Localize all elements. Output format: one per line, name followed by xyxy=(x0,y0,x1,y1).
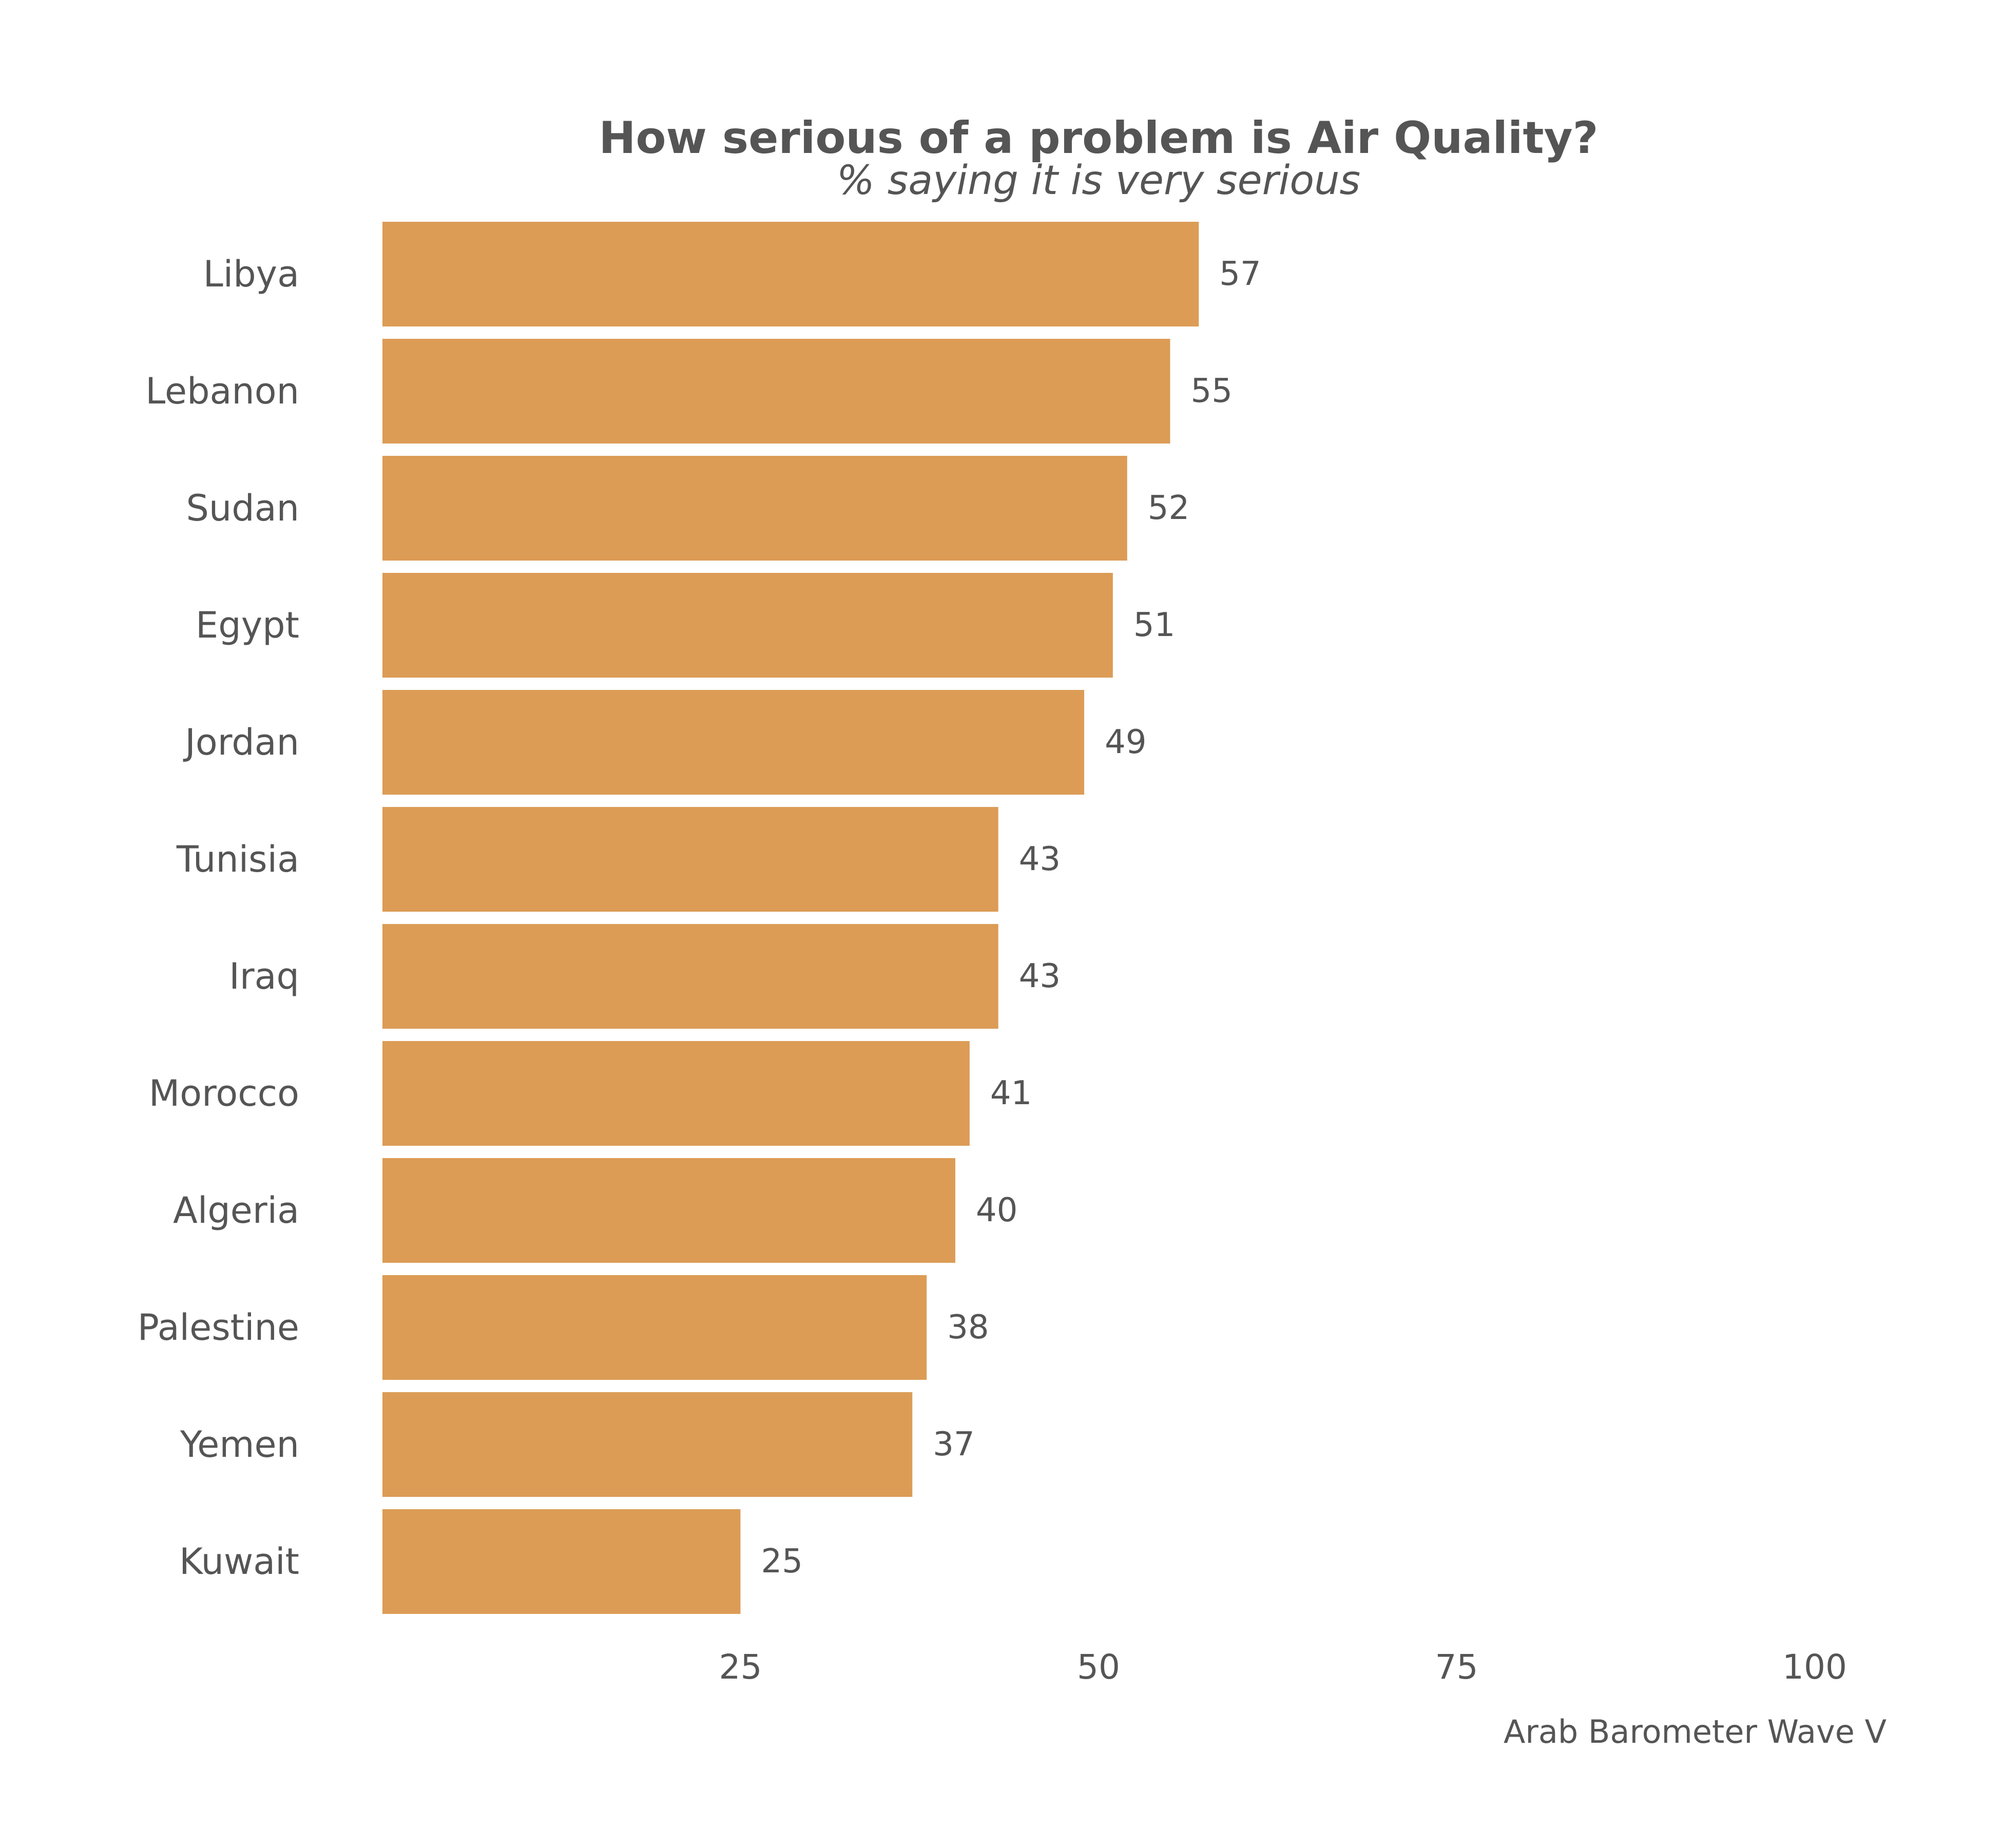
value-labels: 57 55 52 51 49 43 43 41 40 38 37 25 xyxy=(761,255,1261,1581)
value-label-algeria: 40 xyxy=(976,1191,1017,1229)
category-label-morocco: Morocco xyxy=(149,1072,299,1114)
value-label-sudan: 52 xyxy=(1148,489,1189,527)
value-label-yemen: 37 xyxy=(933,1426,974,1464)
category-label-tunisia: Tunisia xyxy=(176,838,299,880)
value-label-egypt: 51 xyxy=(1133,606,1175,644)
bar-tunisia xyxy=(382,807,998,912)
category-label-algeria: Algeria xyxy=(173,1189,299,1231)
bar-morocco xyxy=(382,1041,970,1146)
value-label-lebanon: 55 xyxy=(1191,372,1233,410)
category-label-egypt: Egypt xyxy=(196,604,299,646)
category-label-lebanon: Lebanon xyxy=(145,370,299,412)
value-label-iraq: 43 xyxy=(1019,957,1061,995)
bar-lebanon xyxy=(382,339,1170,444)
chart-subtitle: % saying it is very serious xyxy=(837,158,1360,204)
bar-libya xyxy=(382,222,1199,326)
category-label-kuwait: Kuwait xyxy=(179,1541,299,1583)
value-label-morocco: 41 xyxy=(990,1074,1032,1112)
bar-kuwait xyxy=(382,1509,741,1614)
bar-palestine xyxy=(382,1275,927,1380)
x-tick-label-50: 50 xyxy=(1077,1647,1120,1687)
x-tick-label-75: 75 xyxy=(1435,1647,1478,1687)
category-label-libya: Libya xyxy=(203,253,299,295)
value-label-kuwait: 25 xyxy=(761,1543,803,1581)
bar-sudan xyxy=(382,456,1127,561)
bar-iraq xyxy=(382,924,998,1029)
category-labels: Libya Lebanon Sudan Egypt Jordan Tunisia Iraq M… xyxy=(138,253,299,1583)
x-tick-label-100: 100 xyxy=(1782,1647,1847,1687)
category-label-sudan: Sudan xyxy=(186,487,300,529)
value-label-palestine: 38 xyxy=(947,1308,989,1346)
category-label-yemen: Yemen xyxy=(180,1423,299,1466)
x-axis-ticks: 25 50 75 100 xyxy=(719,1647,1847,1687)
category-label-palestine: Palestine xyxy=(138,1306,299,1349)
value-label-jordan: 49 xyxy=(1105,723,1146,761)
bar-yemen xyxy=(382,1392,913,1497)
category-label-jordan: Jordan xyxy=(183,721,299,763)
chart-caption: Arab Barometer Wave V xyxy=(1504,1713,1886,1750)
bar-algeria xyxy=(382,1158,955,1263)
category-label-iraq: Iraq xyxy=(229,955,299,997)
bar-egypt xyxy=(382,573,1113,678)
bars-layer xyxy=(382,222,1199,1614)
bar-jordan xyxy=(382,690,1085,795)
value-label-libya: 57 xyxy=(1219,255,1261,293)
value-label-tunisia: 43 xyxy=(1019,840,1061,878)
chart-title: How serious of a problem is Air Quality? xyxy=(599,112,1598,164)
x-tick-label-25: 25 xyxy=(719,1647,762,1687)
